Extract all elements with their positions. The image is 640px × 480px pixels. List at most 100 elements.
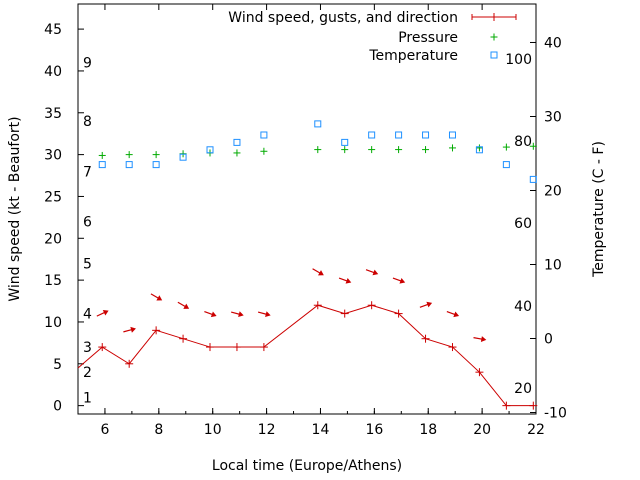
legend: Wind speed, gusts, and direction Pressure… — [228, 10, 517, 64]
y2-tick-label: 40 — [544, 35, 562, 51]
wind-speed-point — [152, 326, 161, 335]
temperature-point — [179, 153, 187, 161]
wind-direction-arrow — [150, 293, 163, 301]
x-tick-label: 6 — [100, 422, 109, 438]
wind-direction-arrow — [365, 269, 379, 276]
pressure-point — [502, 143, 510, 151]
fahrenheit-label: 20 — [514, 381, 532, 397]
x-tick-label: 14 — [312, 422, 330, 438]
y2-axis-label: Temperature (C - F) — [591, 141, 607, 278]
temperature-point — [341, 138, 349, 146]
y-tick-label: 0 — [53, 399, 62, 415]
wind-direction-arrow — [312, 268, 324, 276]
y-tick-label: 20 — [44, 231, 62, 247]
wind-direction-arrow — [96, 310, 109, 317]
wind-speed-point — [232, 343, 241, 352]
wind-direction-arrow — [204, 310, 217, 318]
arrow-head — [102, 310, 109, 316]
beaufort-label: 5 — [83, 256, 92, 272]
beaufort-label: 1 — [83, 390, 92, 406]
legend-label: Wind speed, gusts, and direction — [228, 10, 458, 26]
y-tick-label: 45 — [44, 22, 62, 38]
y2-tick-label: 30 — [544, 109, 562, 125]
wind-speed-point — [367, 301, 376, 310]
x-axis-label: Local time (Europe/Athens) — [212, 458, 402, 474]
y-tick-label: 40 — [44, 64, 62, 80]
y-tick-label: 15 — [44, 273, 62, 289]
y-axis-label: Wind speed (kt - Beaufort) — [7, 116, 23, 301]
wind-speed-point — [340, 309, 349, 318]
arrow-head — [156, 295, 163, 301]
temperature-point — [125, 161, 133, 169]
y-tick-label: 5 — [53, 357, 62, 373]
x-tick-label: 20 — [473, 422, 491, 438]
fahrenheit-label: 80 — [514, 134, 532, 150]
pressure-point — [125, 151, 133, 159]
wind-direction-arrow — [392, 277, 406, 284]
label-layer: 6 8 10 12 14 16 18 20 22051015202530354045-10010… — [7, 22, 607, 474]
fahrenheit-label: 60 — [514, 216, 532, 232]
pressure-point — [314, 146, 322, 154]
temperature-point — [529, 175, 537, 183]
wind-direction-arrow — [177, 301, 190, 309]
wind-direction-arrow — [123, 326, 136, 333]
beaufort-label: 4 — [83, 307, 92, 323]
arrow-head — [426, 301, 433, 308]
pressure-point — [152, 151, 160, 159]
wind-speed-line — [77, 304, 534, 407]
wind-speed-point — [179, 334, 188, 343]
beaufort-label: 6 — [83, 215, 92, 231]
beaufort-label: 8 — [83, 114, 92, 130]
wind-speed-point — [313, 301, 322, 310]
x-tick-label: 8 — [154, 422, 163, 438]
temperature-point — [395, 131, 403, 139]
plot-frame — [77, 3, 537, 415]
fahrenheit-label: 100 — [505, 52, 532, 68]
x-tick-label: 16 — [365, 422, 383, 438]
pressure-point — [368, 146, 376, 154]
arrow-head — [480, 336, 487, 342]
pressure-point — [448, 144, 456, 152]
y2-tick-label: -10 — [544, 406, 567, 422]
y2-tick-label: 20 — [544, 183, 562, 199]
wind-direction-arrow — [446, 310, 460, 318]
beaufort-label: 9 — [83, 56, 92, 72]
temperature-point — [422, 131, 430, 139]
wind-direction-arrow — [257, 311, 271, 318]
x-tick-label: 22 — [527, 422, 545, 438]
arrow-head — [372, 269, 379, 276]
legend-label: Temperature — [368, 48, 458, 64]
temperature-point — [448, 131, 456, 139]
temperature-point — [152, 161, 160, 169]
y-tick-label: 35 — [44, 106, 62, 122]
wind-direction-arrow — [231, 311, 244, 318]
wind-speed-point — [125, 359, 134, 368]
temperature-point — [368, 131, 376, 139]
arrow-head — [399, 277, 406, 284]
legend-square — [490, 51, 498, 59]
x-tick-label: 12 — [258, 422, 276, 438]
temperature-point — [475, 146, 483, 154]
arrow-head — [345, 277, 352, 284]
wind-direction-arrow — [338, 277, 352, 284]
wind-speed-point — [259, 343, 268, 352]
pressure-point — [341, 146, 349, 154]
axis-frame — [77, 3, 537, 415]
beaufort-label: 7 — [83, 164, 92, 180]
temperature-point — [502, 161, 510, 169]
wind-speed-point — [98, 343, 107, 352]
wind-speed-point — [394, 309, 403, 318]
y-tick-label: 30 — [44, 148, 62, 164]
wind-speed-point — [502, 401, 511, 410]
series-layer — [77, 120, 538, 410]
arrow-head — [238, 311, 244, 318]
wind-direction-arrow — [473, 336, 487, 342]
pressure-point — [98, 151, 106, 159]
wind-speed-point — [448, 343, 457, 352]
x-tick-label: 10 — [204, 422, 222, 438]
y2-tick-label: 10 — [544, 258, 562, 274]
y2-tick-label: 0 — [544, 332, 553, 348]
temperature-point — [233, 138, 241, 146]
wind-speed-point — [475, 368, 484, 377]
